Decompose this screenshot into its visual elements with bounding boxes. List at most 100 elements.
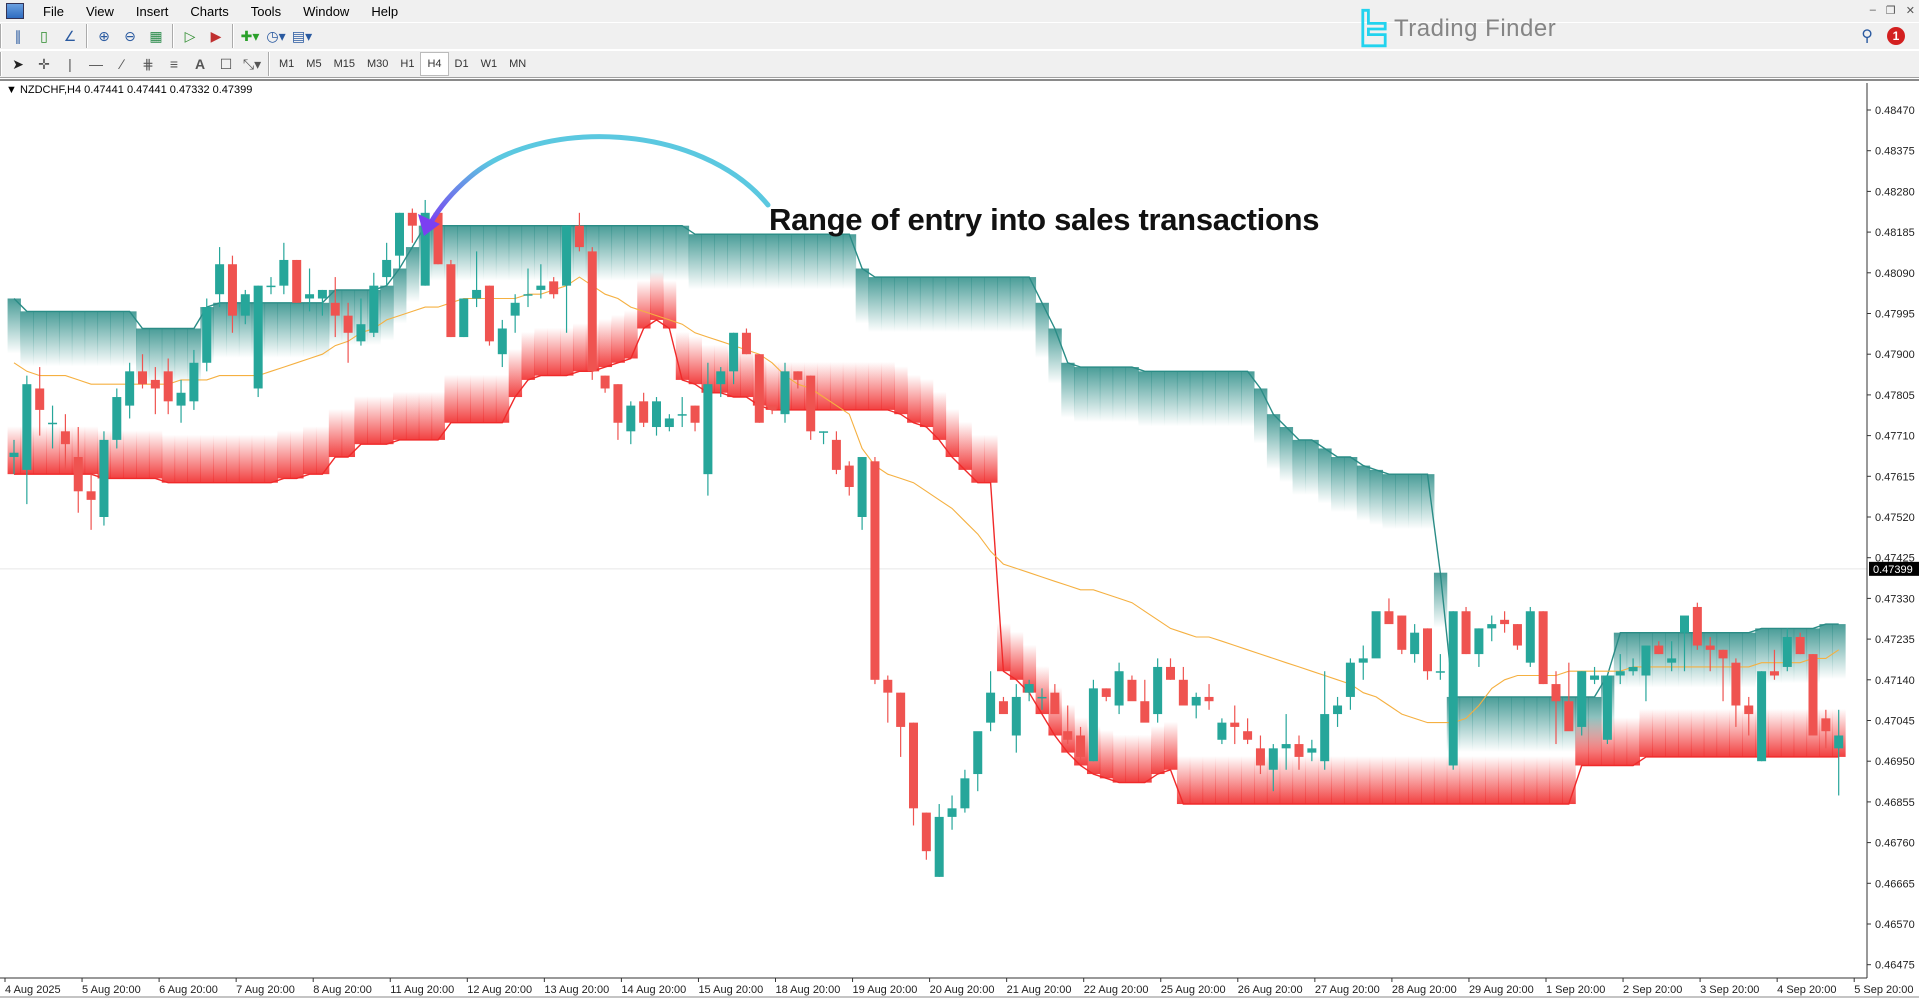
price-tick-label: 0.47615 (1875, 471, 1915, 483)
timeframe-w1[interactable]: W1 (480, 58, 498, 70)
candle (343, 302, 353, 363)
candle (1204, 684, 1214, 710)
arrows-icon[interactable]: ⤡▾ (242, 55, 262, 72)
trendline-icon[interactable]: ∕ (120, 56, 124, 72)
lower-band-fill (444, 374, 458, 423)
candle (729, 332, 739, 385)
candle (1101, 688, 1111, 702)
zoom-out-icon[interactable]: ⊖ (124, 27, 136, 44)
candle (73, 427, 83, 513)
candle (690, 405, 700, 432)
candle (484, 285, 494, 346)
candle (652, 397, 661, 436)
lower-band-fill (534, 327, 548, 376)
candle (1654, 641, 1664, 655)
timeframe-m5[interactable]: M5 (306, 58, 322, 70)
upper-band-fill (1498, 696, 1512, 752)
timeframe-h4[interactable]: H4 (420, 52, 449, 76)
restore-button[interactable]: ❐ (1885, 5, 1896, 17)
bar-chart-icon[interactable]: ∥ (14, 27, 22, 44)
upper-band-fill (405, 247, 420, 303)
candle (1564, 662, 1574, 732)
lower-band-fill (817, 361, 831, 410)
time-tick-label: 5 Aug 20:00 (82, 984, 141, 996)
candle (1500, 611, 1510, 633)
menu-charts[interactable]: Charts (190, 3, 229, 19)
lower-band-fill (1652, 708, 1666, 757)
timeframe-m15[interactable]: M15 (333, 58, 355, 70)
brand-name: Trading Finder (1394, 15, 1557, 42)
timeframe-d1[interactable]: D1 (454, 58, 469, 70)
zoom-in-icon[interactable]: ⊕ (98, 27, 110, 44)
history-clock-icon[interactable]: ◷▾ (266, 27, 286, 44)
crosshair-icon[interactable]: ✛ (38, 55, 50, 72)
annotation-arrow (427, 134, 771, 227)
candle (1127, 675, 1137, 702)
candle (1384, 598, 1394, 625)
lower-band-fill (1421, 756, 1435, 805)
search-icon[interactable]: ⚲ (1861, 28, 1873, 45)
time-tick-label: 13 Aug 20:00 (544, 984, 609, 996)
lower-band-fill (547, 327, 561, 376)
lower-band-fill (328, 409, 343, 458)
vertical-line-icon[interactable]: | (68, 56, 72, 72)
timeframe-h1[interactable]: H1 (400, 58, 415, 70)
menu-insert[interactable]: Insert (135, 3, 169, 19)
candle (1371, 611, 1381, 659)
auto-scroll-icon[interactable]: ▶ (210, 27, 222, 44)
candlestick-icon[interactable]: ▯ (40, 27, 48, 44)
timeframe-m30[interactable]: M30 (366, 58, 389, 70)
minimize-button[interactable]: – (1869, 4, 1876, 16)
fibonacci-icon[interactable]: ≡ (169, 56, 179, 72)
mid-line (13, 276, 1840, 724)
lower-band-fill (637, 280, 651, 329)
current-price-tag (1869, 561, 1919, 576)
upper-band-fill (842, 234, 857, 290)
candle (870, 457, 880, 685)
menu-view[interactable]: View (85, 3, 114, 19)
time-tick-label: 3 Sep 20:00 (1700, 984, 1759, 996)
new-order-icon[interactable]: ✚▾ (240, 27, 260, 44)
menu-file[interactable]: File (43, 3, 64, 19)
close-button[interactable]: ✕ (1905, 5, 1915, 17)
time-tick-label: 5 Sep 20:00 (1854, 984, 1913, 996)
candle (125, 362, 135, 419)
upper-band-fill (1215, 371, 1229, 427)
text-icon[interactable]: A (194, 56, 206, 72)
candle (433, 212, 443, 265)
chart-window[interactable]: 0.48470 0.48375 0.48280 0.48185 0.48090 0.479… (0, 79, 1919, 998)
app-icon (6, 3, 24, 19)
upper-band-fill (598, 225, 613, 281)
candle (1487, 615, 1497, 642)
collapse-triangle-icon[interactable]: ▼ (6, 84, 17, 96)
candle (639, 392, 649, 428)
price-chart[interactable]: 0.48470 0.48375 0.48280 0.48185 0.48090 0.479… (0, 81, 1919, 998)
lower-band-fill (200, 434, 214, 483)
equidistant-channel-icon[interactable]: ⋕ (142, 55, 154, 72)
lower-band-fill (483, 374, 497, 423)
candle (1680, 615, 1689, 672)
notification-badge[interactable]: 1 (1887, 27, 1905, 45)
timeframe-m1[interactable]: M1 (279, 58, 295, 70)
lower-band-fill (495, 374, 510, 423)
chart-shift-icon[interactable]: ▷ (184, 27, 196, 44)
lower-band-fill (393, 391, 407, 440)
time-tick-label: 29 Aug 20:00 (1469, 984, 1534, 996)
time-tick-label: 14 Aug 20:00 (621, 984, 686, 996)
templates-icon[interactable]: ▤▾ (291, 27, 313, 44)
horizontal-line-icon[interactable]: — (89, 56, 103, 72)
candle (960, 769, 970, 813)
line-chart-icon[interactable]: ∠ (63, 27, 77, 44)
timeframe-mn[interactable]: MN (509, 58, 527, 70)
menu-help[interactable]: Help (371, 3, 399, 19)
tile-windows-icon[interactable]: ▦ (149, 27, 163, 44)
text-label-icon[interactable]: ☐ (219, 55, 233, 72)
lower-band-fill (958, 421, 972, 470)
price-tick-label: 0.47330 (1875, 593, 1915, 605)
lower-band-fill (829, 361, 844, 410)
menu-window[interactable]: Window (303, 3, 350, 19)
menu-tools[interactable]: Tools (250, 3, 282, 19)
upper-band-fill (1819, 624, 1833, 680)
cursor-icon[interactable]: ➤ (12, 55, 24, 72)
candle (240, 289, 250, 325)
